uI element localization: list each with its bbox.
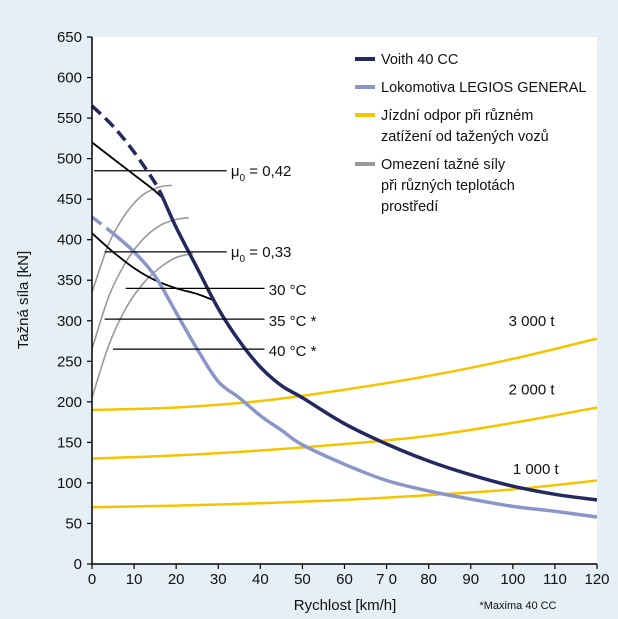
annotation-label: 3 000 t [509,313,556,330]
y-tick-label: 600 [57,70,82,87]
x-tick-label: 40 [252,571,269,588]
annotation-label: 30 °C [269,282,307,299]
y-tick-label: 400 [57,232,82,249]
y-tick-label: 500 [57,151,82,168]
x-tick-label: 90 [462,571,479,588]
legend-label: Omezení tažné síly při různých teplotách p… [381,157,515,215]
x-tick-label: 60 [336,571,353,588]
y-tick-label: 450 [57,191,82,208]
x-tick-label: 20 [168,571,185,588]
series-line-2000-t [91,406,598,460]
y-tick-label: 0 [74,556,82,573]
y-axis-title: Tažná síla [kN] [15,251,32,349]
series-line-3000-t [91,337,598,412]
x-tick-label: 0 [88,571,96,588]
legend-label: Lokomotiva LEGIOS GENERAL [381,80,587,96]
x-tick-label: 50 [294,571,311,588]
x-axis-title: Rychlost [km/h] [294,597,397,614]
annotation-label: 40 °C * [269,343,317,360]
x-tick-label: 80 [420,571,437,588]
annotation-label: 1 000 t [513,461,560,478]
y-tick-label: 650 [57,29,82,46]
series-line-voith-40-cc [161,198,598,502]
series-layer [90,104,598,519]
x-tick-label: 10 [126,571,143,588]
y-tick-label: 150 [57,434,82,451]
y-tick-label: 550 [57,110,82,127]
x-tick-label: 30 [210,571,227,588]
annotation-label: μ0 = 0,42 [231,163,292,184]
series-line-lokomotiva-legios-general-dashed- [90,215,115,235]
annotation-label: μ0 = 0,33 [231,244,292,265]
series-line-35-c [91,217,189,350]
annotation-layer: μ0 = 0,42 μ0 = 0,33 30 °C 35 °C * 40 °C * 3 0… [94,163,560,478]
series-line-40-c [91,252,194,399]
series-line-lokomotiva-legios-general [111,231,598,519]
series-line--0-0-42 [91,141,165,200]
series-line-1000-t [91,479,598,509]
y-tick-label: 50 [65,515,82,532]
y-tick-label: 100 [57,475,82,492]
y-tick-label: 250 [57,353,82,370]
legend: Voith 40 CC Lokomotiva LEGIOS GENERAL Jízd… [355,52,587,215]
annotation-label: 35 °C * [269,313,317,330]
legend-label: Voith 40 CC [381,52,458,68]
annotation-label: 2 000 t [509,382,556,399]
series-line-voith-40-cc-dashed- [90,104,166,201]
y-tick-label: 300 [57,313,82,330]
plot-area [92,37,597,564]
axis-layer: 0 50 100 150 200 250 300 350 400 450 500 550 600 650 0… [57,29,610,588]
y-tick-label: 350 [57,272,82,289]
legend-label: Jízdní odpor při různém zatížení od tažen… [381,108,549,145]
x-tick-label: 100 [500,571,525,588]
x-tick-label: 7 0 [376,571,397,588]
x-tick-label: 120 [584,571,609,588]
y-tick-label: 200 [57,394,82,411]
x-tick-label: 110 [543,571,567,588]
footnote: *Maxima 40 CC [479,600,556,612]
